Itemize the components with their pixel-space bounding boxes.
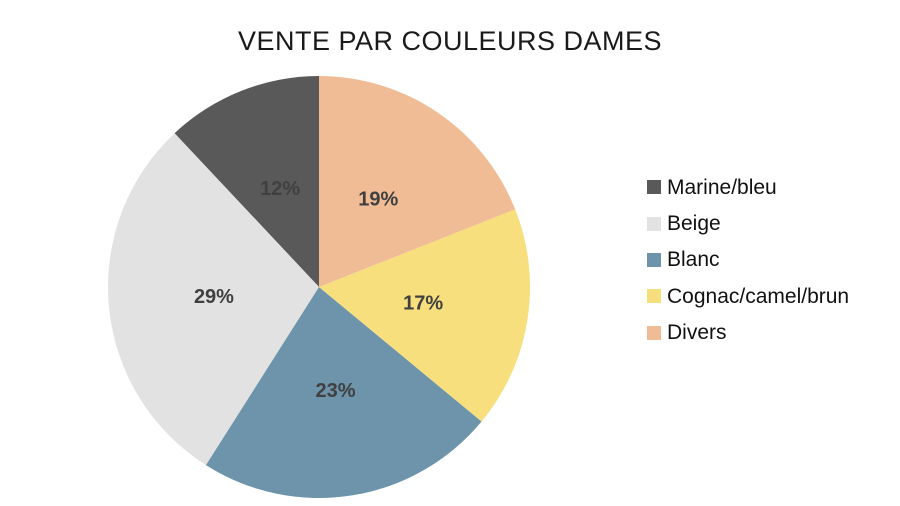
pie-slice-cognac-camel-brun xyxy=(319,209,530,422)
data-label-cognac-camel-brun: 17% xyxy=(403,293,443,315)
legend-swatch-icon xyxy=(647,289,661,304)
legend-item-beige: Beige xyxy=(647,205,849,241)
pie-slice-blanc xyxy=(205,287,482,498)
legend-swatch-icon xyxy=(647,252,661,267)
legend-item-divers: Divers xyxy=(647,315,849,351)
chart-title: VENTE PAR COULEURS DAMES xyxy=(237,26,663,56)
legend-item-cognac-camel-brun: Cognac/camel/brun xyxy=(647,278,849,314)
data-label-beige: 29% xyxy=(194,286,234,308)
legend-label: Blanc xyxy=(667,248,720,272)
legend-item-marine-bleu: Marine/bleu xyxy=(647,169,849,205)
pie-slice-marine-bleu xyxy=(174,76,319,287)
legend-item-blanc: Blanc xyxy=(647,242,849,278)
legend-swatch-icon xyxy=(647,325,661,340)
legend-label: Beige xyxy=(667,212,721,236)
data-label-marine-bleu: 12% xyxy=(260,178,300,200)
legend-swatch-icon xyxy=(647,180,661,195)
legend-label: Divers xyxy=(667,321,727,345)
data-label-divers: 19% xyxy=(358,189,398,211)
pie-slice-divers xyxy=(319,76,516,287)
pie-slice-beige xyxy=(108,133,319,466)
legend-label: Cognac/camel/brun xyxy=(667,284,850,308)
legend-swatch-icon xyxy=(647,216,661,231)
data-label-blanc: 23% xyxy=(315,380,355,402)
legend: Marine/bleu Beige Blanc Cognac/camel/brun Di… xyxy=(647,169,849,351)
legend-label: Marine/bleu xyxy=(667,175,777,199)
